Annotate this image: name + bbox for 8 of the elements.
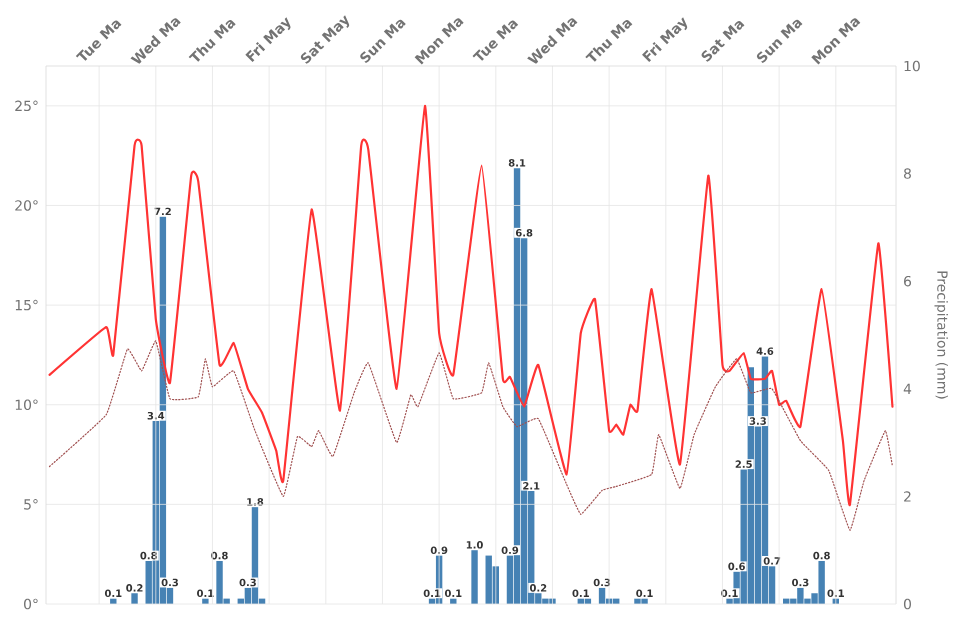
line-series <box>48 104 894 506</box>
bar <box>797 587 804 604</box>
bar <box>131 593 138 604</box>
bar <box>471 550 478 604</box>
bar <box>818 560 825 604</box>
bar <box>485 555 492 604</box>
line-series <box>48 340 894 531</box>
bar <box>216 560 223 604</box>
